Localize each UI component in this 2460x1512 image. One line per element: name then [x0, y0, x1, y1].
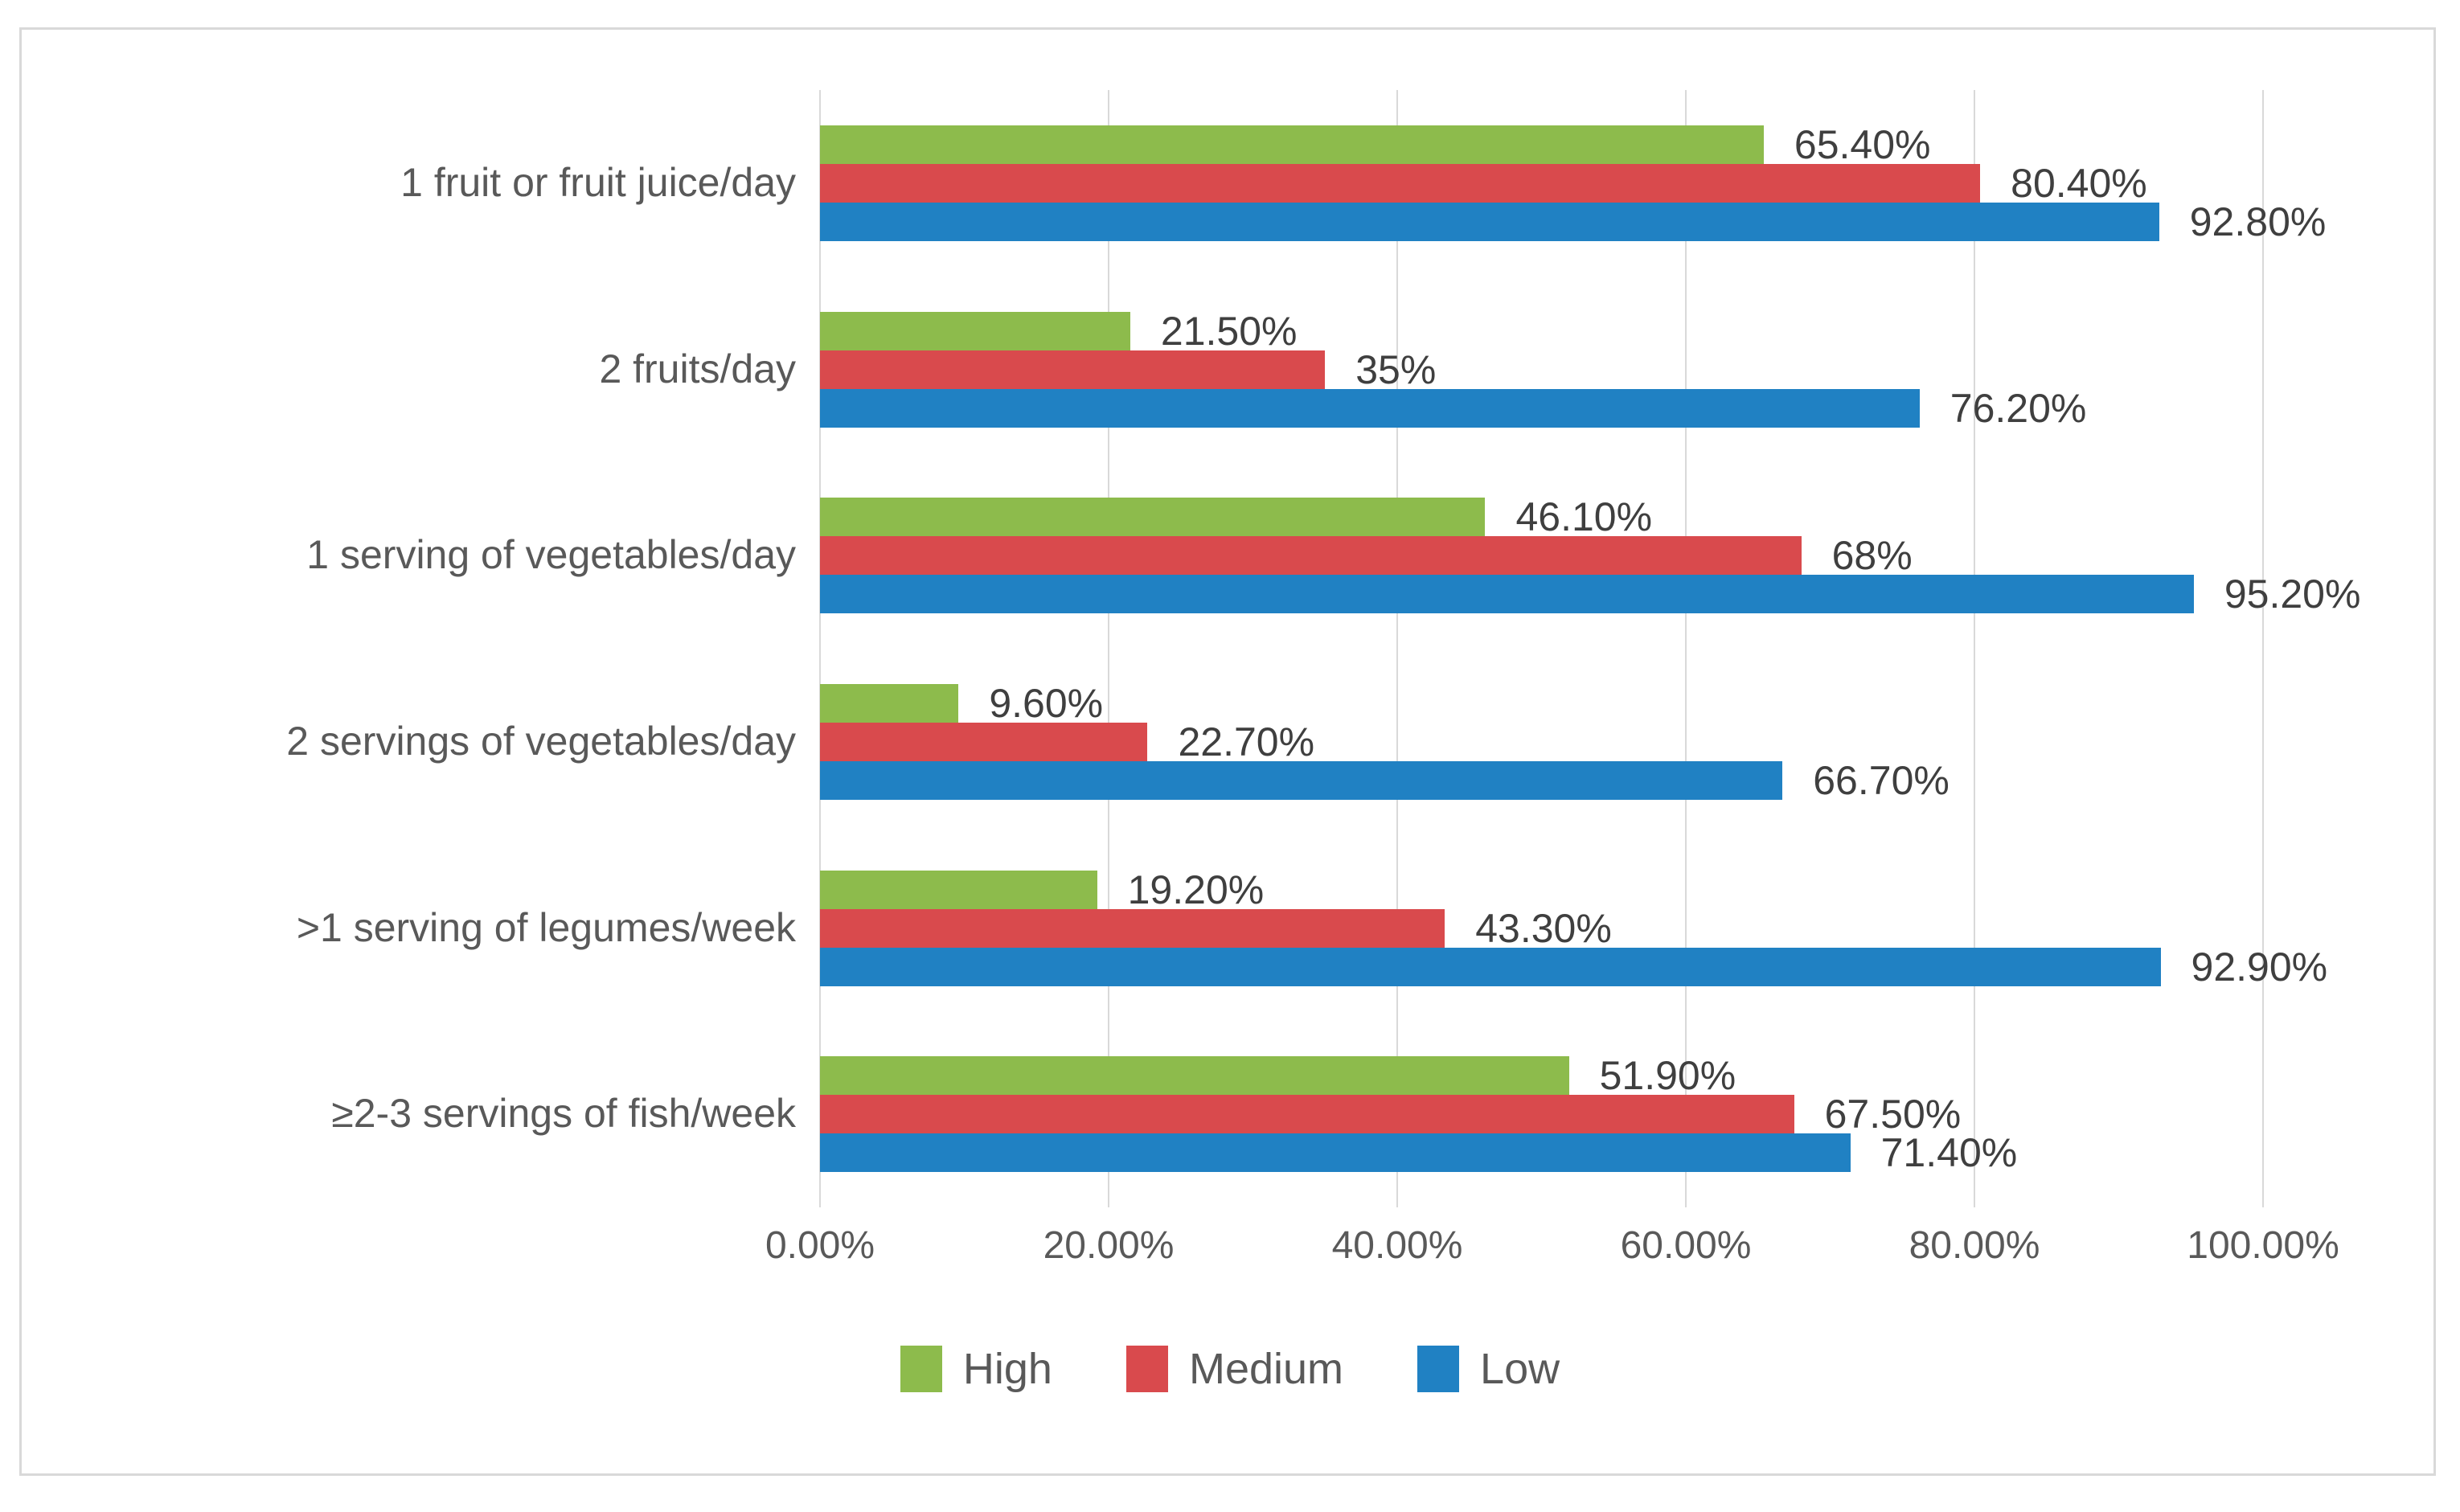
bar-low-4: 66.70% — [820, 758, 1950, 803]
legend-label-low: Low — [1480, 1345, 1560, 1393]
bar-value-label: 92.90% — [2191, 944, 2328, 990]
bar-value-label: 68% — [1831, 533, 1913, 579]
bar-medium-2: 35% — [820, 347, 1436, 392]
bar-high-5: 19.20% — [820, 867, 1264, 912]
bar-high-2: 21.50% — [820, 309, 1298, 354]
bar-value-label: 76.20% — [1950, 385, 2087, 431]
category-label-5: >1 serving of legumes/week — [296, 904, 796, 950]
legend-item-medium: Medium — [1125, 1344, 1344, 1394]
value-axis: 0.00% 20.00% 40.00% 60.00% 80.00% 100.00% — [765, 1223, 2339, 1280]
category-label-4: 2 servings of vegetables/day — [286, 719, 796, 764]
bar-high-4: 9.60% — [820, 681, 1103, 726]
bar-value-label: 51.90% — [1599, 1053, 1736, 1099]
category-label-1: 1 fruit or fruit juice/day — [400, 160, 796, 206]
bar-value-label: 9.60% — [989, 680, 1104, 726]
bar-value-label: 80.40% — [2011, 160, 2147, 206]
legend: High Medium Low — [0, 1344, 2460, 1394]
legend-swatch-medium — [1125, 1346, 1168, 1392]
bar-group-6: 51.90% 67.50% 71.40% — [820, 1021, 2263, 1207]
bar-high-1: 65.40% — [820, 122, 1931, 167]
bar-value-label: 19.20% — [1127, 867, 1265, 912]
bar-rows: 65.40% 80.40% 92.80% 21.50% 35% 76.20% 46.10% 6… — [820, 90, 2360, 1207]
category-label-6: ≥2-3 servings of fish/week — [331, 1091, 796, 1137]
bar-low-1: 92.80% — [820, 199, 2326, 244]
bar-low-6: 71.40% — [820, 1130, 2017, 1175]
bar-value-label: 67.50% — [1824, 1092, 1962, 1137]
legend-label-medium: Medium — [1188, 1345, 1344, 1393]
x-tick-label: 100.00% — [2187, 1224, 2339, 1267]
bar-low-5: 92.90% — [820, 944, 2327, 990]
bar-medium-3: 68% — [820, 533, 1913, 578]
gridline — [1108, 90, 1109, 1207]
bar-high-3: 46.10% — [820, 494, 1652, 539]
bar-value-label: 43.30% — [1475, 905, 1612, 951]
bar-value-label: 21.50% — [1160, 308, 1298, 354]
legend-swatch-low — [1417, 1346, 1460, 1392]
x-tick-label: 20.00% — [1043, 1224, 1175, 1267]
bar-medium-1: 80.40% — [820, 161, 2147, 206]
bar-medium-6: 67.50% — [820, 1092, 1961, 1137]
legend-swatch-high — [900, 1346, 942, 1392]
bar-high-6: 51.90% — [820, 1053, 1736, 1098]
bar-low-3: 95.20% — [820, 572, 2360, 617]
bar-value-label: 71.40% — [1880, 1130, 2018, 1176]
plot-area: 65.40% 80.40% 92.80% 21.50% 35% 76.20% 46.10% 6… — [819, 90, 2360, 1207]
bar-medium-4: 22.70% — [820, 719, 1314, 764]
x-tick-label: 80.00% — [1909, 1224, 2040, 1267]
bar-low-2: 76.20% — [820, 386, 2086, 431]
gridline — [1974, 90, 1975, 1207]
x-tick-label: 60.00% — [1620, 1224, 1752, 1267]
x-tick-label: 0.00% — [765, 1224, 875, 1267]
bar-group-3: 46.10% 68% 95.20% — [820, 462, 2360, 649]
gridline — [1685, 90, 1687, 1207]
x-tick-label: 40.00% — [1331, 1224, 1463, 1267]
bar-group-5: 19.20% 43.30% 92.90% — [820, 835, 2327, 1022]
category-label-2: 2 fruits/day — [599, 346, 796, 391]
legend-label-high: High — [962, 1345, 1052, 1393]
category-axis: 1 fruit or fruit juice/day 2 fruits/day 1 … — [40, 90, 796, 1207]
bar-value-label: 22.70% — [1178, 719, 1315, 764]
bar-group-1: 65.40% 80.40% 92.80% — [820, 90, 2326, 277]
category-label-3: 1 serving of vegetables/day — [306, 532, 796, 578]
bar-group-2: 21.50% 35% 76.20% — [820, 277, 2263, 463]
bar-value-label: 95.20% — [2224, 572, 2361, 617]
bar-value-label: 66.70% — [1813, 757, 1950, 803]
gridline — [2262, 90, 2264, 1207]
bar-group-4: 9.60% 22.70% 66.70% — [820, 649, 2263, 835]
bar-value-label: 92.80% — [2189, 199, 2327, 244]
legend-item-high: High — [900, 1344, 1052, 1394]
bar-value-label: 35% — [1355, 346, 1437, 392]
bar-value-label: 46.10% — [1515, 494, 1653, 540]
legend-item-low: Low — [1417, 1344, 1560, 1394]
gridline — [1396, 90, 1398, 1207]
chart-frame — [19, 27, 2436, 1476]
gridline — [819, 90, 821, 1207]
bar-value-label: 65.40% — [1794, 121, 1931, 167]
bar-medium-5: 43.30% — [820, 906, 1612, 951]
